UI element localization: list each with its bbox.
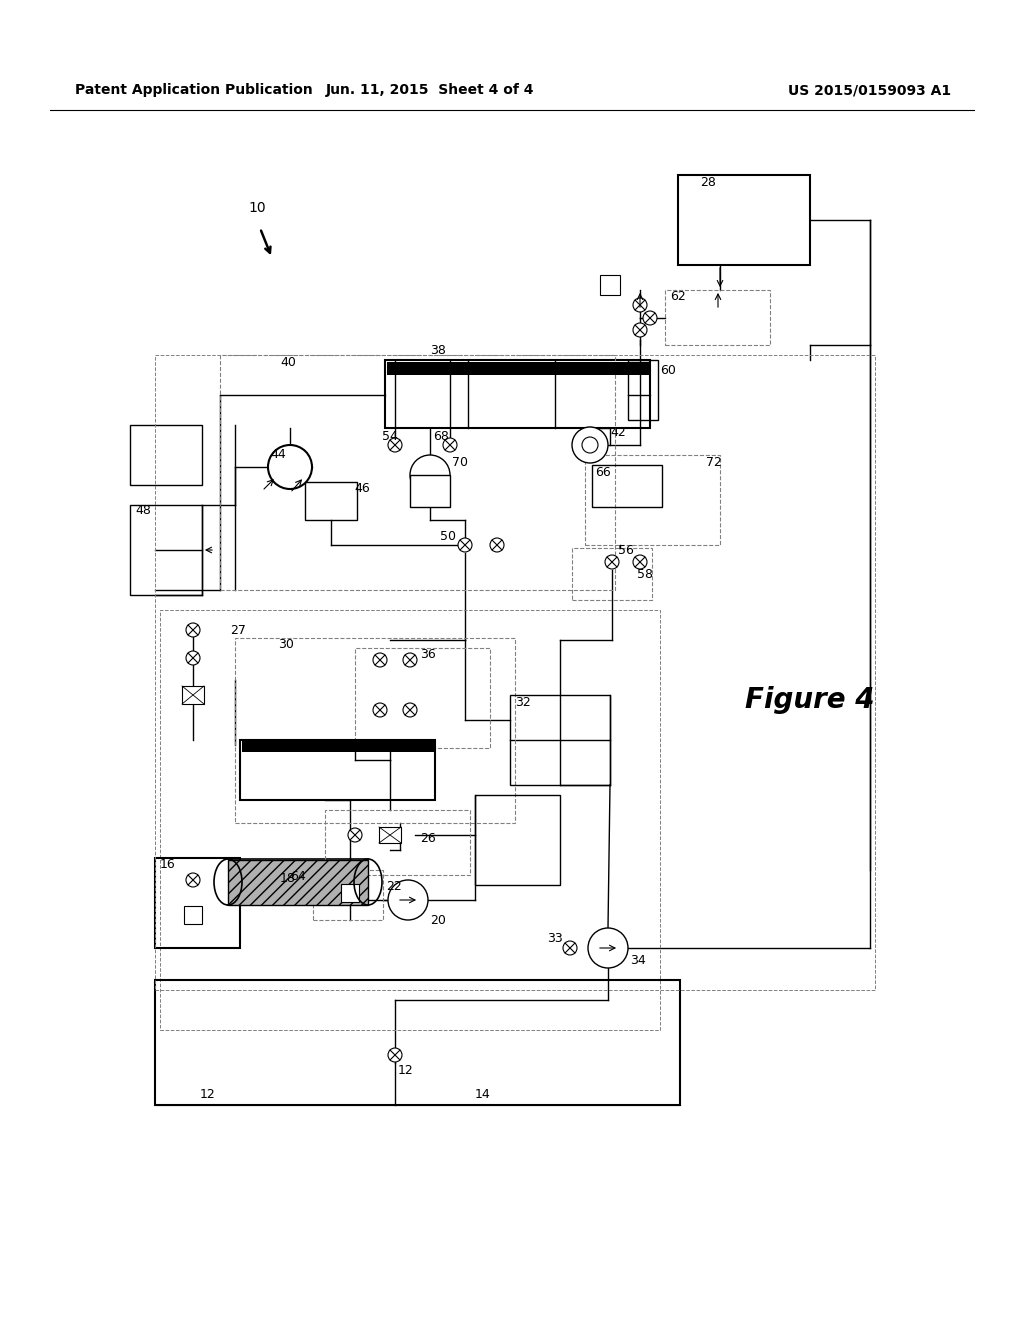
Circle shape — [348, 828, 362, 842]
Text: 68: 68 — [433, 429, 449, 442]
Text: 50: 50 — [440, 531, 456, 544]
Circle shape — [563, 941, 577, 954]
Text: 12: 12 — [398, 1064, 414, 1077]
Bar — [184, 906, 202, 924]
Text: 24: 24 — [244, 742, 260, 755]
Bar — [385, 360, 650, 428]
Text: 46: 46 — [354, 482, 370, 495]
Text: 66: 66 — [595, 466, 610, 479]
Circle shape — [388, 438, 402, 451]
Bar — [182, 686, 204, 704]
Bar — [242, 741, 435, 752]
Bar — [240, 741, 435, 800]
Circle shape — [490, 539, 504, 552]
Circle shape — [186, 623, 200, 638]
Bar — [678, 176, 810, 265]
Circle shape — [572, 426, 608, 463]
Text: 18: 18 — [280, 871, 296, 884]
Bar — [325, 810, 470, 875]
Text: 54: 54 — [382, 429, 398, 442]
Circle shape — [458, 539, 472, 552]
Text: 10: 10 — [248, 201, 265, 215]
Text: Figure 4: Figure 4 — [745, 686, 874, 714]
Bar — [228, 861, 368, 906]
Text: 16: 16 — [160, 858, 176, 871]
Text: 34: 34 — [630, 953, 646, 966]
Circle shape — [633, 554, 647, 569]
Circle shape — [388, 880, 428, 920]
Text: 26: 26 — [420, 832, 436, 845]
Bar — [475, 795, 560, 884]
Text: 58: 58 — [637, 569, 653, 582]
Text: 44: 44 — [270, 447, 286, 461]
Text: 42: 42 — [610, 425, 626, 438]
Circle shape — [605, 554, 618, 569]
Bar — [130, 425, 202, 484]
Text: 40: 40 — [280, 356, 296, 370]
Circle shape — [373, 704, 387, 717]
Circle shape — [643, 312, 657, 325]
Bar — [592, 465, 662, 507]
Text: Jun. 11, 2015  Sheet 4 of 4: Jun. 11, 2015 Sheet 4 of 4 — [326, 83, 535, 96]
Circle shape — [588, 928, 628, 968]
Bar — [305, 482, 357, 520]
Circle shape — [186, 873, 200, 887]
Circle shape — [268, 445, 312, 488]
Bar — [130, 506, 202, 595]
Circle shape — [186, 651, 200, 665]
Bar — [160, 610, 660, 1030]
Bar — [387, 362, 650, 375]
Text: 72: 72 — [706, 455, 722, 469]
Circle shape — [633, 323, 647, 337]
Text: Patent Application Publication: Patent Application Publication — [75, 83, 312, 96]
Bar — [585, 455, 720, 545]
Bar — [510, 696, 610, 785]
Bar — [355, 648, 490, 748]
Bar — [313, 870, 383, 920]
Bar — [379, 828, 401, 843]
Text: 36: 36 — [420, 648, 436, 661]
Bar — [155, 858, 240, 948]
Text: 38: 38 — [430, 343, 445, 356]
Text: 60: 60 — [660, 363, 676, 376]
Text: 30: 30 — [278, 639, 294, 652]
Circle shape — [443, 438, 457, 451]
Text: US 2015/0159093 A1: US 2015/0159093 A1 — [788, 83, 951, 96]
Text: 48: 48 — [135, 504, 151, 517]
Text: 14: 14 — [475, 1089, 490, 1101]
Bar — [572, 548, 652, 601]
Text: 56: 56 — [618, 544, 634, 557]
Text: 33: 33 — [547, 932, 563, 945]
Text: 32: 32 — [515, 696, 530, 709]
Circle shape — [373, 653, 387, 667]
Circle shape — [410, 455, 450, 495]
Text: 12: 12 — [200, 1089, 216, 1101]
Circle shape — [582, 437, 598, 453]
Text: 70: 70 — [452, 455, 468, 469]
Bar — [220, 355, 615, 590]
Circle shape — [403, 653, 417, 667]
Text: 20: 20 — [430, 913, 445, 927]
Text: 62: 62 — [670, 289, 686, 302]
Text: 27: 27 — [230, 623, 246, 636]
Circle shape — [633, 298, 647, 312]
Bar — [600, 275, 620, 294]
Bar — [628, 360, 658, 420]
Bar — [410, 475, 450, 507]
Text: 28: 28 — [700, 176, 716, 189]
Bar — [341, 884, 359, 902]
Bar — [665, 290, 770, 345]
Bar — [155, 979, 680, 1105]
Bar — [155, 355, 874, 990]
Text: 64: 64 — [290, 870, 306, 883]
Bar — [234, 638, 515, 822]
Text: 22: 22 — [386, 880, 401, 894]
Circle shape — [403, 704, 417, 717]
Circle shape — [388, 1048, 402, 1063]
